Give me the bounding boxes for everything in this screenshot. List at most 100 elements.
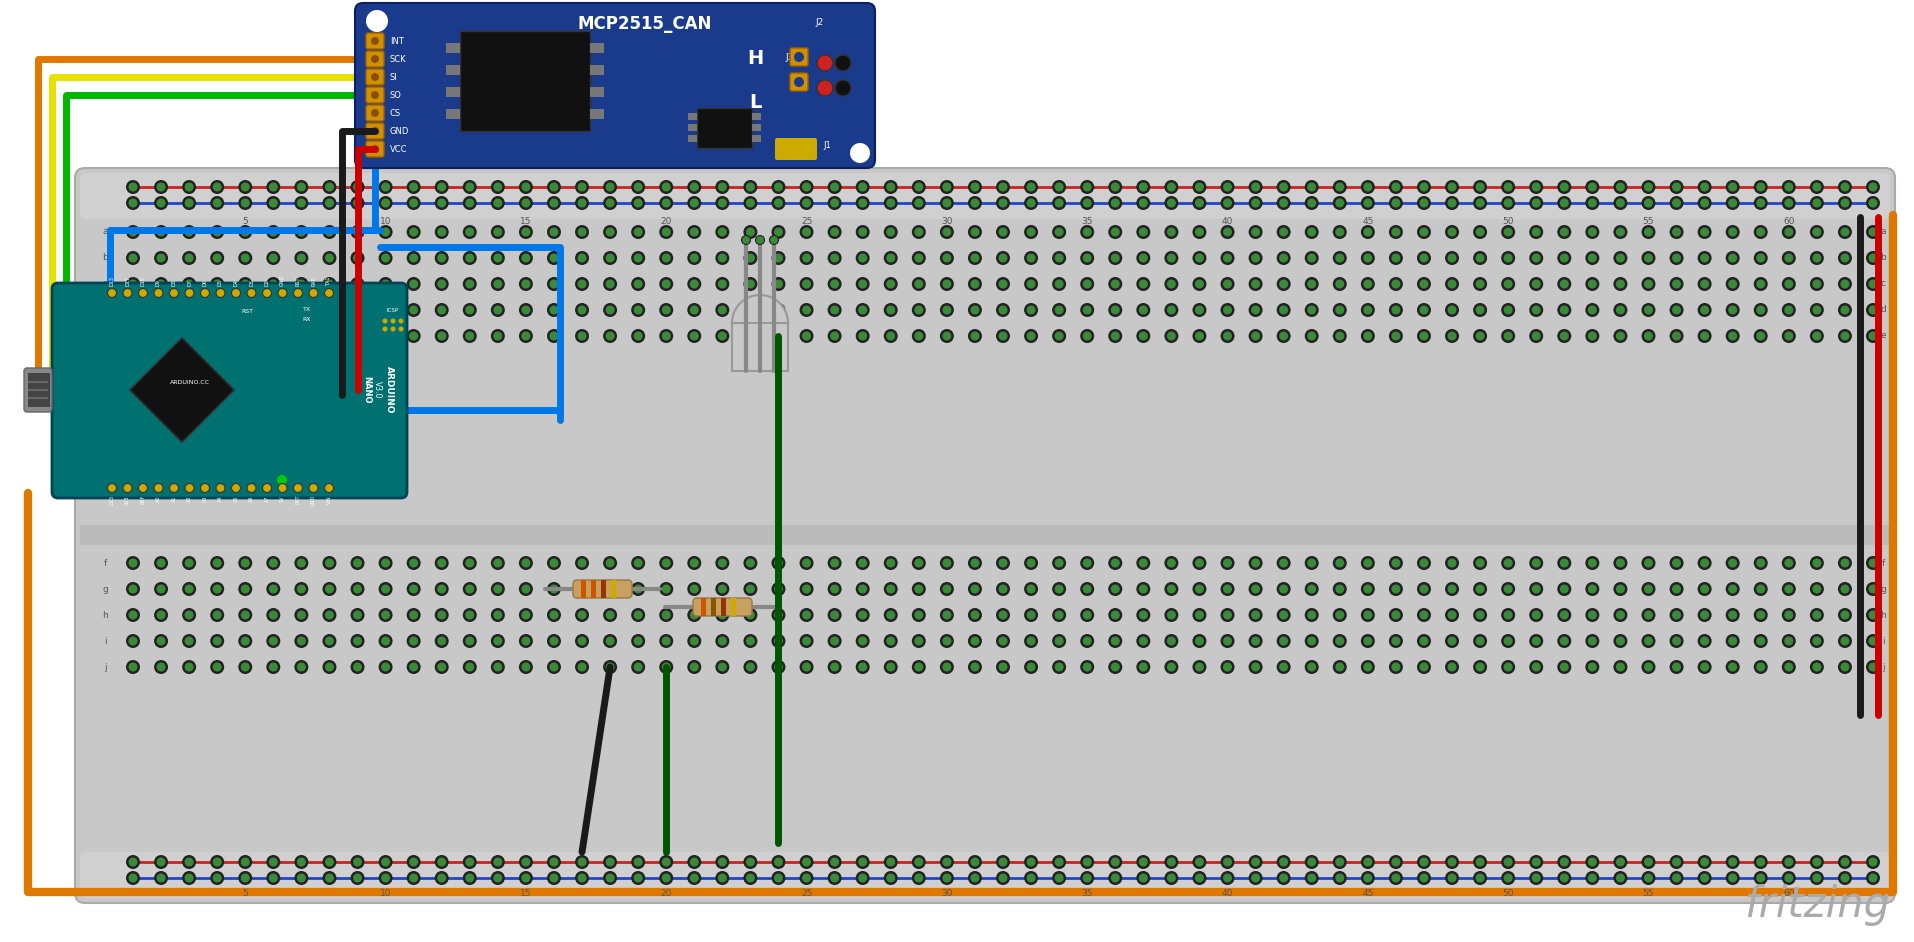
Circle shape <box>1585 608 1600 622</box>
Circle shape <box>1026 873 1035 883</box>
Circle shape <box>1447 199 1457 207</box>
Circle shape <box>1221 251 1235 265</box>
Circle shape <box>398 318 404 323</box>
Circle shape <box>1361 855 1374 869</box>
Circle shape <box>1252 857 1259 867</box>
Circle shape <box>856 251 869 265</box>
Circle shape <box>1474 556 1487 570</box>
Circle shape <box>634 873 643 883</box>
Circle shape <box>718 584 727 593</box>
Circle shape <box>634 253 643 263</box>
Circle shape <box>689 332 699 340</box>
Circle shape <box>687 329 701 343</box>
Text: H: H <box>746 48 764 68</box>
Circle shape <box>1279 228 1288 236</box>
Circle shape <box>1252 280 1259 288</box>
Bar <box>611 580 616 598</box>
Circle shape <box>800 180 813 194</box>
Circle shape <box>1558 556 1571 570</box>
Circle shape <box>126 556 140 570</box>
Circle shape <box>827 556 842 570</box>
Circle shape <box>350 871 364 885</box>
Circle shape <box>241 584 249 593</box>
Circle shape <box>247 483 256 493</box>
Circle shape <box>1194 637 1204 645</box>
Circle shape <box>1504 280 1512 288</box>
Circle shape <box>999 305 1007 315</box>
Circle shape <box>831 857 838 867</box>
Circle shape <box>1501 582 1516 596</box>
Circle shape <box>1698 634 1711 648</box>
Circle shape <box>182 556 195 570</box>
Circle shape <box>1669 855 1684 869</box>
Circle shape <box>494 199 501 207</box>
Circle shape <box>1108 277 1122 291</box>
Circle shape <box>1416 277 1432 291</box>
Circle shape <box>1585 634 1600 648</box>
Circle shape <box>1252 332 1259 340</box>
Circle shape <box>521 584 530 593</box>
Circle shape <box>410 584 417 593</box>
Circle shape <box>1420 280 1428 288</box>
Circle shape <box>1279 662 1288 672</box>
Text: 25: 25 <box>800 217 812 225</box>
Text: d: d <box>101 305 107 315</box>
Circle shape <box>1837 303 1853 317</box>
Circle shape <box>410 857 417 867</box>
Circle shape <box>1866 582 1880 596</box>
Bar <box>687 135 697 142</box>
Circle shape <box>1476 305 1485 315</box>
Circle shape <box>381 183 390 191</box>
Circle shape <box>1194 305 1204 315</box>
Circle shape <box>1420 662 1428 672</box>
Circle shape <box>634 584 643 593</box>
Circle shape <box>605 183 614 191</box>
Circle shape <box>632 556 645 570</box>
Circle shape <box>915 584 923 593</box>
Circle shape <box>603 277 616 291</box>
Circle shape <box>1194 253 1204 263</box>
Text: D13: D13 <box>109 276 115 286</box>
Circle shape <box>689 637 699 645</box>
Circle shape <box>1529 180 1543 194</box>
Circle shape <box>434 251 448 265</box>
Circle shape <box>716 634 729 648</box>
Circle shape <box>911 196 926 210</box>
Circle shape <box>434 855 448 869</box>
Circle shape <box>1700 228 1709 236</box>
Circle shape <box>1083 253 1091 263</box>
Circle shape <box>1560 873 1569 883</box>
Circle shape <box>1420 637 1428 645</box>
Circle shape <box>1642 634 1656 648</box>
Circle shape <box>157 559 167 567</box>
Circle shape <box>662 183 670 191</box>
Circle shape <box>1168 857 1175 867</box>
Circle shape <box>578 584 586 593</box>
FancyBboxPatch shape <box>75 168 1895 903</box>
Circle shape <box>1445 608 1458 622</box>
Circle shape <box>1811 634 1824 648</box>
Circle shape <box>658 855 674 869</box>
Circle shape <box>1726 582 1740 596</box>
Circle shape <box>857 332 867 340</box>
Circle shape <box>157 857 167 867</box>
Circle shape <box>1784 610 1793 620</box>
Circle shape <box>999 662 1007 672</box>
Circle shape <box>1837 855 1853 869</box>
Circle shape <box>126 303 140 317</box>
Circle shape <box>352 253 362 263</box>
Circle shape <box>381 584 390 593</box>
Circle shape <box>410 873 417 883</box>
Circle shape <box>436 305 446 315</box>
Text: h: h <box>1880 610 1885 620</box>
Circle shape <box>266 634 279 648</box>
Circle shape <box>1673 637 1680 645</box>
Circle shape <box>1700 857 1709 867</box>
Circle shape <box>886 199 896 207</box>
Circle shape <box>184 584 193 593</box>
Circle shape <box>266 251 279 265</box>
Circle shape <box>350 251 364 265</box>
Circle shape <box>1753 329 1769 343</box>
Circle shape <box>605 305 614 315</box>
Circle shape <box>490 303 505 317</box>
